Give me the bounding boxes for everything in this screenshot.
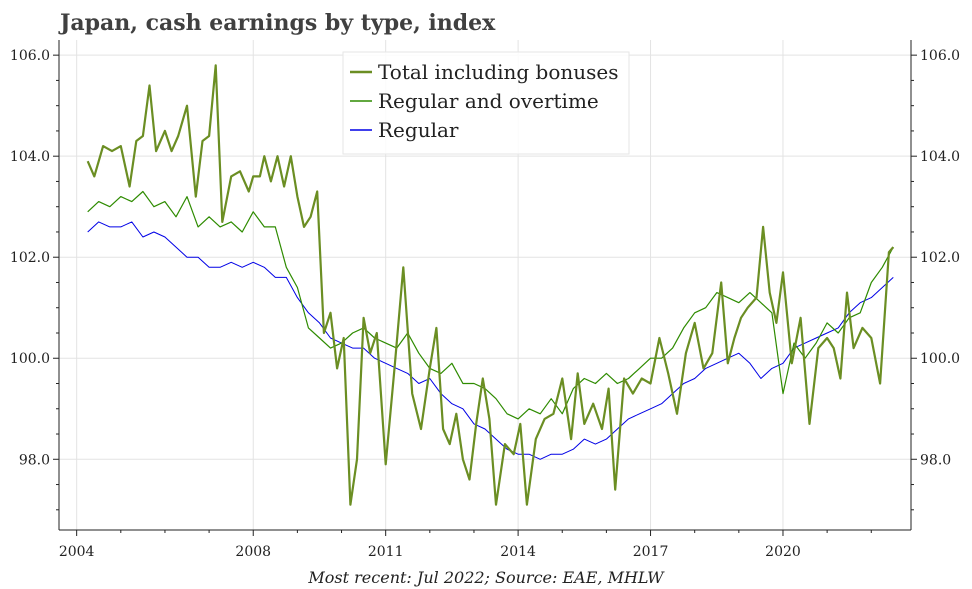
x-tick-label: 2017 <box>633 544 669 560</box>
series-lines <box>86 64 895 506</box>
series-line-regular-and-overtime <box>87 190 894 420</box>
y-tick-label-left: 106.0 <box>10 48 50 64</box>
y-tick-label-right: 106.0 <box>920 48 960 64</box>
y-tick-label-right: 98.0 <box>920 452 951 468</box>
legend-label: Total including bonuses <box>378 60 619 84</box>
y-tick-label-right: 104.0 <box>920 149 960 165</box>
x-tick-label: 2014 <box>500 544 536 560</box>
y-tick-label-right: 100.0 <box>920 351 960 367</box>
chart-title: Japan, cash earnings by type, index <box>58 10 496 36</box>
axes: 98.0 98.0 100.0 100.0 102.0 102.0 104.0 104.0 10… <box>10 40 960 560</box>
x-tick-label: 2011 <box>368 544 404 560</box>
y-tick-label-left: 98.0 <box>19 452 50 468</box>
legend-label: Regular and overtime <box>378 89 599 113</box>
y-tick-label-right: 102.0 <box>920 250 960 266</box>
legend: Total including bonuses Regular and overt… <box>342 51 630 155</box>
x-tick-label: 2008 <box>235 544 271 560</box>
chart-caption: Most recent: Jul 2022; Source: EAE, MHLW <box>307 568 665 587</box>
x-tick-label: 2004 <box>59 544 95 560</box>
series-line-total-including-bonuses <box>86 64 895 506</box>
legend-box <box>342 51 630 155</box>
x-tick-label: 2020 <box>765 544 801 560</box>
y-tick-label-left: 102.0 <box>10 250 50 266</box>
y-tick-label-left: 100.0 <box>10 351 50 367</box>
legend-label: Regular <box>378 118 459 142</box>
y-tick-label-left: 104.0 <box>10 149 50 165</box>
